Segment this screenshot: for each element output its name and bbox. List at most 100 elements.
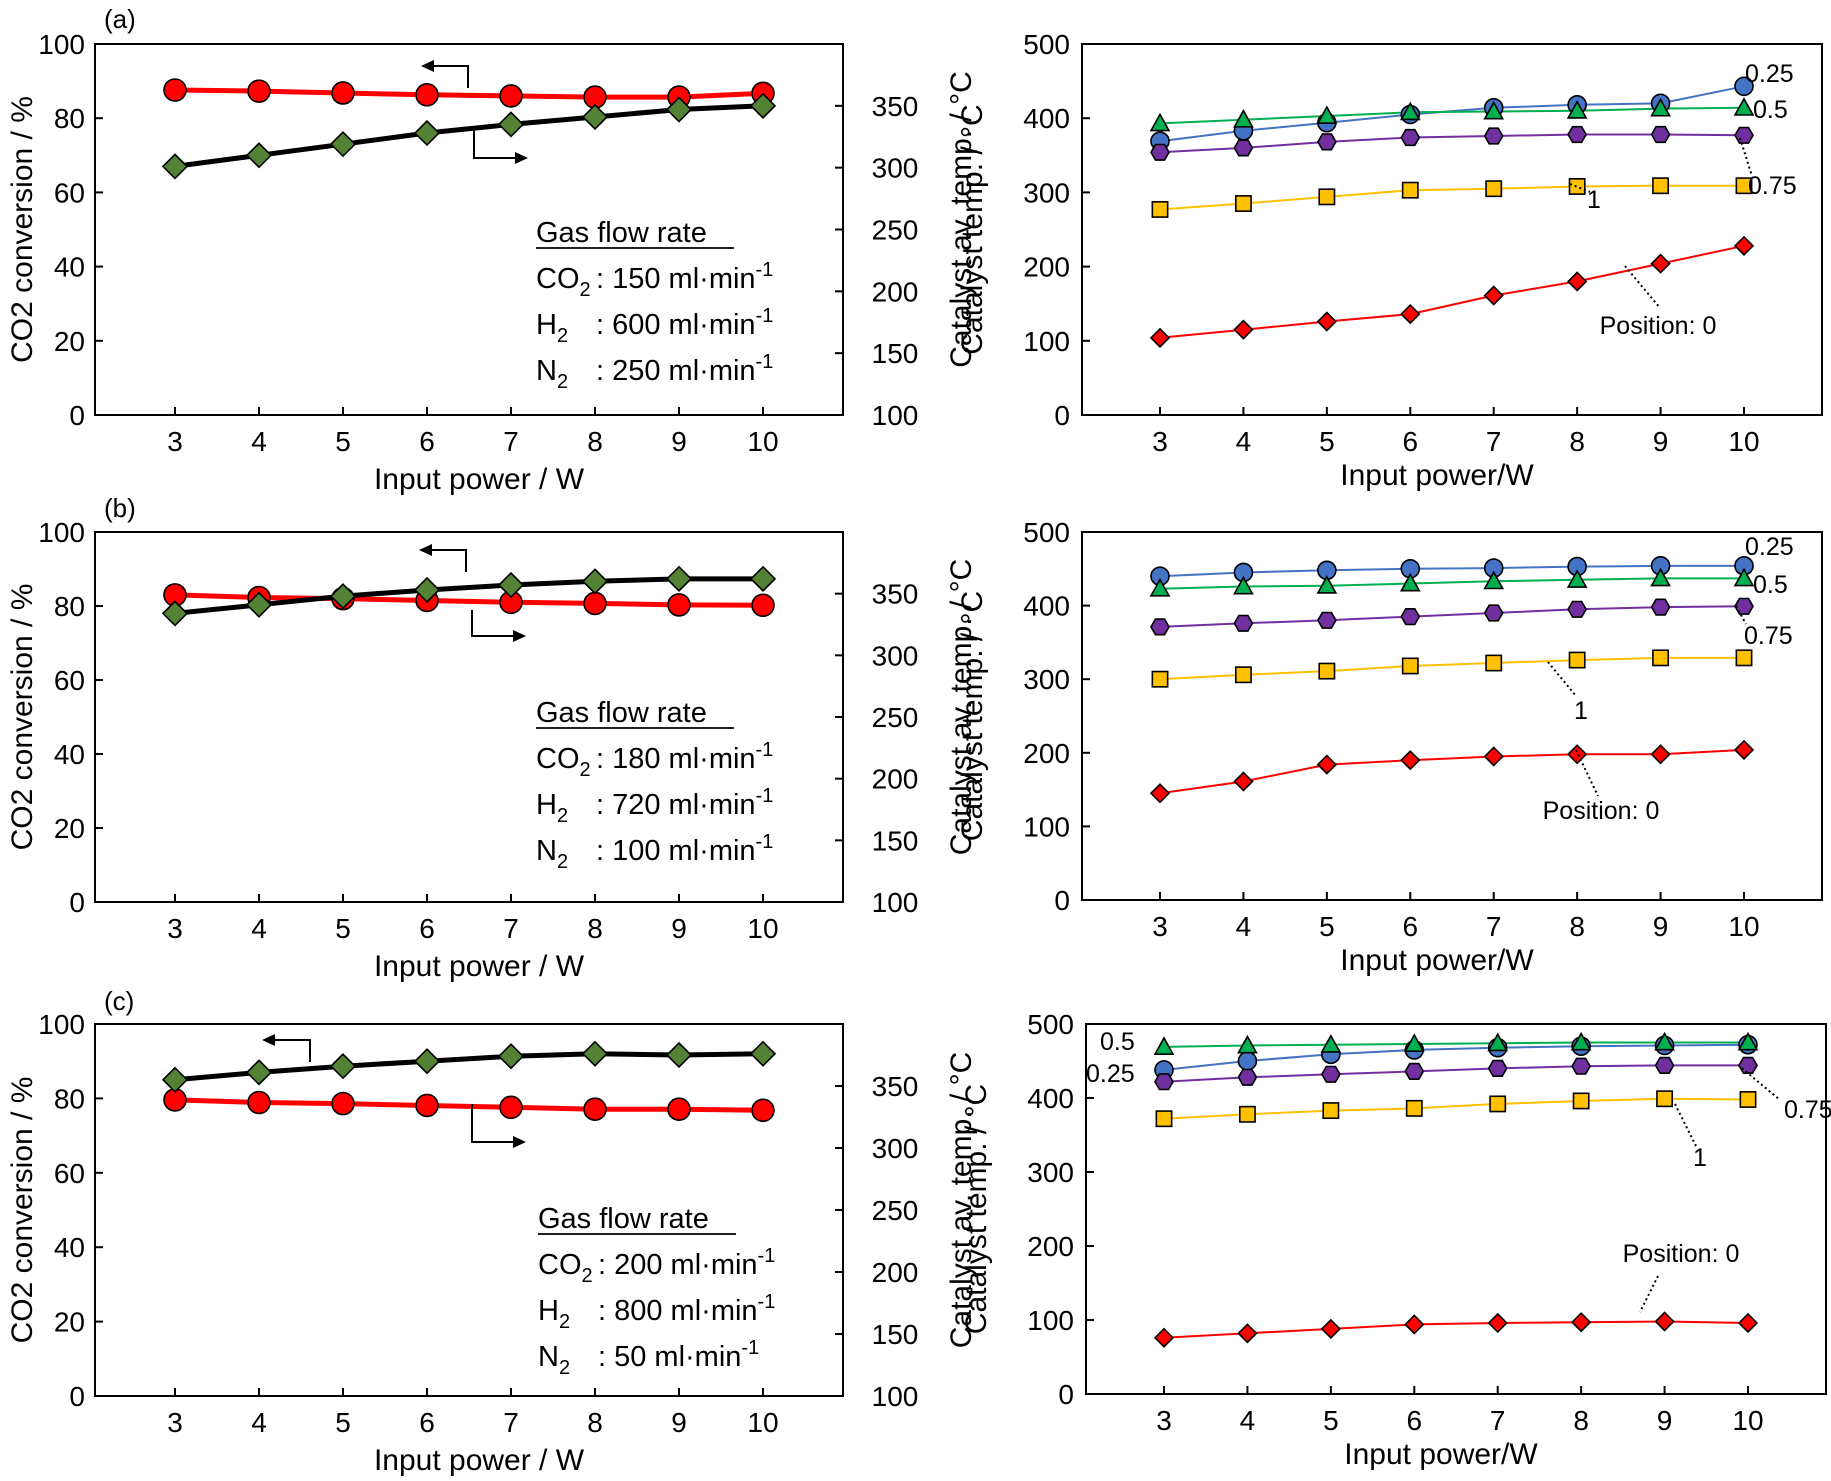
data-point [1567,744,1588,765]
data-point [751,593,775,618]
x-tick-label: 5 [1323,1405,1339,1436]
data-point [1571,1057,1592,1075]
data-point [1155,1110,1173,1128]
data-point [1320,1065,1341,1083]
data-point [1233,139,1254,157]
data-point [1318,188,1336,206]
legend-superscript: -1 [756,739,774,761]
legend-superscript: -1 [756,785,774,807]
series-line [174,1051,764,1083]
x-tick-label: 4 [1240,1405,1256,1436]
legend-gas: N [536,835,557,867]
y2-tick-label: 150 [872,825,919,856]
x-tick-label: 8 [587,426,603,457]
data-point [245,142,273,169]
data-point [329,583,357,610]
x-tick-label: 7 [1486,426,1502,457]
data-point [1234,666,1252,684]
data-point [497,571,525,599]
x-tick-label: 4 [251,913,267,944]
data-point [1567,271,1588,292]
series-line [1159,106,1745,125]
y2-tick-label: 350 [872,579,919,610]
y2-tick-label: 250 [872,702,919,733]
legend-subscript: 2 [559,1357,570,1379]
y-tick-label: 60 [54,665,85,696]
data-point [1400,303,1421,325]
legend-subscript: 2 [557,851,568,873]
data-point [1734,76,1754,97]
data-point [749,565,777,592]
arrow-line [274,1039,311,1062]
data-point [1237,1068,1258,1086]
series-line [1159,577,1744,590]
legend-entry: N2: 100 ml·min-1 [536,831,773,873]
x-tick-label: 8 [587,1407,603,1438]
data-point [1566,100,1588,119]
data-point [1739,1091,1757,1108]
data-point [1316,311,1337,332]
series-line [1159,748,1745,795]
x-tick-label: 6 [419,426,435,457]
data-point [1733,567,1755,587]
legend-gas: N [536,355,557,387]
data-point [1237,1323,1258,1344]
data-point [667,1097,691,1121]
data-point [1237,1034,1258,1054]
data-point [245,1059,273,1086]
y-tick-label: 100 [1023,811,1070,842]
legend-value: : 250 ml·min [596,355,756,387]
data-point [1734,597,1754,615]
x-tick-label: 3 [167,426,183,457]
legend-subscript: 2 [580,759,591,781]
y2-tick-label: 300 [872,640,919,671]
data-point [1733,235,1755,256]
series-label: 0.75 [1744,622,1793,650]
arrow-head [513,630,526,642]
arrow-head [515,152,528,164]
data-point [1483,285,1504,306]
legend-superscript: -1 [756,831,774,853]
y-tick-label: 500 [1023,517,1070,548]
legend-subscript: 2 [559,1311,570,1333]
x-tick-label: 3 [1152,426,1168,457]
series-label: 0.75 [1784,1096,1831,1124]
y-tick-label: 40 [54,1232,85,1263]
data-point [1322,1102,1340,1120]
data-point [1153,1036,1175,1055]
y-axis-label: CO2 conversion / % [6,584,39,851]
data-point [1734,126,1754,144]
data-point [1650,744,1671,765]
x-axis-label: Input power / W [374,463,585,496]
left-axis-arrow [419,544,467,572]
data-point [1483,604,1504,622]
data-point [1149,112,1171,132]
x-tick-label: 9 [1657,1405,1673,1436]
y-tick-label: 0 [1054,400,1070,431]
arrow-line [433,65,469,88]
legend-value: : 600 ml·min [596,309,756,341]
y2-axis-label: Catalyst av. temp. / °C [945,1052,978,1349]
legend-superscript: -1 [756,259,774,281]
x-tick-label: 10 [747,426,778,457]
y-tick-label: 0 [69,1381,85,1412]
data-point [163,78,187,102]
y2-tick-label: 100 [872,1381,919,1412]
data-point [1150,618,1170,636]
data-point [1154,1073,1174,1091]
x-tick-label: 3 [1152,911,1168,942]
data-point [581,103,609,131]
x-tick-label: 7 [1486,911,1502,942]
legend-gas: H [538,1295,559,1327]
left-axis-arrow [262,1034,311,1062]
data-point [1485,180,1503,198]
data-point [1404,1062,1425,1080]
legend-gas: CO [538,1249,582,1281]
data-point [1567,600,1588,618]
y2-tick-label: 100 [872,400,919,431]
y-tick-label: 60 [54,177,85,208]
x-tick-label: 3 [167,1407,183,1438]
data-point [1238,1105,1256,1123]
temperature-chart-0: 0 100 200 300 400 500 3 4 5 6 7 8 9 10 Input power/W Ca… [956,29,1823,492]
